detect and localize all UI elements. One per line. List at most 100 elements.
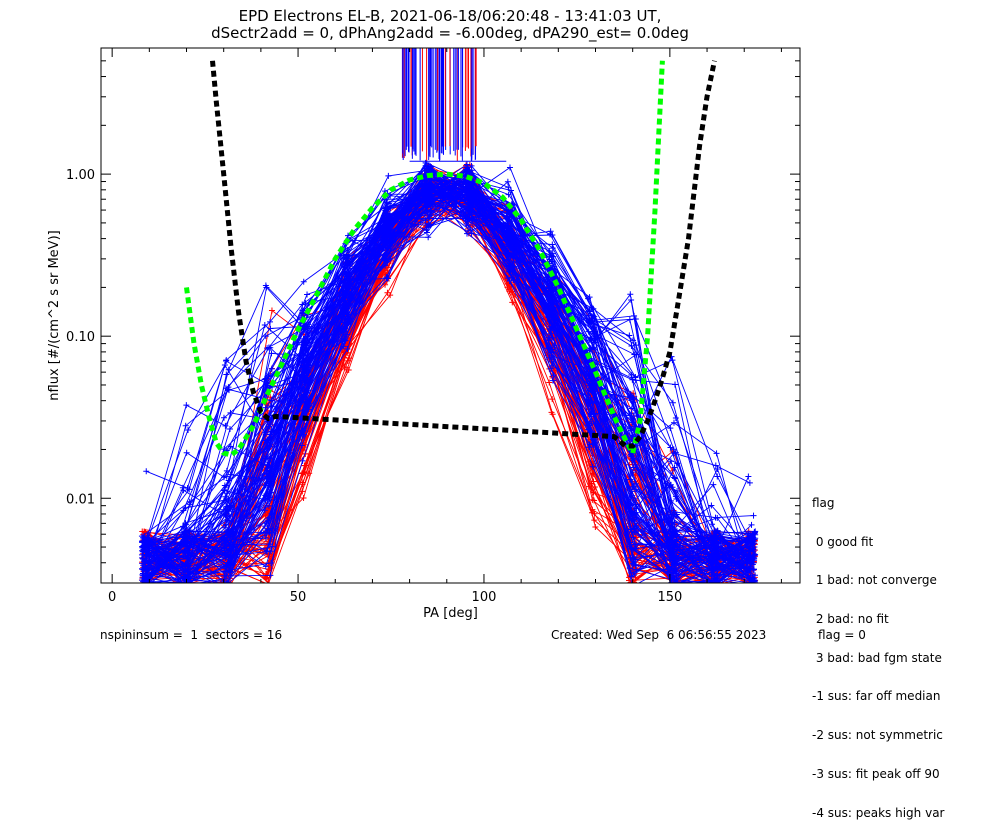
point-blue bbox=[504, 178, 511, 185]
point-blue bbox=[713, 564, 720, 571]
point-blue bbox=[628, 508, 635, 515]
point-blue bbox=[266, 514, 273, 521]
point-blue bbox=[628, 526, 635, 533]
point-blue bbox=[141, 544, 148, 551]
point-red bbox=[387, 292, 394, 299]
point-blue bbox=[427, 201, 434, 208]
point-blue bbox=[266, 490, 273, 497]
point-blue bbox=[267, 421, 274, 428]
point-blue bbox=[586, 312, 593, 319]
point-blue bbox=[464, 217, 471, 224]
point-blue bbox=[588, 418, 595, 425]
point-blue bbox=[586, 317, 593, 324]
flag-legend: flag 0 good fit 1 bad: not converge 2 ba… bbox=[812, 471, 944, 832]
point-blue bbox=[222, 524, 229, 531]
x-tick-label: 150 bbox=[657, 590, 682, 605]
point-blue bbox=[673, 496, 680, 503]
fit-curve-green bbox=[184, 60, 665, 461]
point-red bbox=[506, 288, 513, 295]
point-blue bbox=[632, 373, 639, 380]
point-blue bbox=[465, 222, 472, 229]
point-red bbox=[713, 582, 715, 583]
point-blue bbox=[749, 534, 756, 541]
curve-blue bbox=[148, 181, 754, 583]
point-blue bbox=[708, 554, 715, 561]
point-blue bbox=[339, 278, 346, 285]
legend-item-6: -3 sus: fit peak off 90 bbox=[812, 766, 940, 781]
point-blue bbox=[710, 559, 717, 566]
point-blue bbox=[299, 310, 306, 317]
point-blue bbox=[223, 371, 230, 378]
point-blue bbox=[268, 548, 275, 555]
saturation-bars bbox=[401, 48, 507, 162]
point-blue bbox=[222, 554, 229, 561]
point-blue bbox=[505, 184, 512, 191]
point-blue bbox=[221, 584, 227, 590]
point-blue bbox=[467, 203, 474, 210]
point-blue bbox=[627, 291, 634, 298]
point-blue bbox=[711, 582, 713, 583]
footer-created: Created: Wed Sep 6 06:56:55 2023 bbox=[551, 628, 767, 642]
point-blue bbox=[510, 240, 517, 247]
point-red bbox=[749, 582, 751, 583]
point-blue bbox=[304, 291, 311, 298]
point-blue bbox=[385, 172, 392, 179]
point-blue bbox=[585, 444, 592, 451]
point-blue bbox=[221, 486, 228, 493]
point-blue bbox=[224, 582, 226, 583]
point-blue bbox=[299, 385, 306, 392]
point-blue bbox=[344, 254, 351, 261]
point-blue bbox=[630, 417, 637, 424]
point-blue bbox=[220, 414, 227, 421]
point-blue bbox=[425, 184, 432, 191]
point-blue bbox=[669, 484, 676, 491]
point-blue bbox=[264, 467, 271, 474]
point-blue bbox=[222, 521, 229, 528]
point-blue bbox=[548, 365, 555, 372]
point-blue bbox=[713, 576, 720, 583]
point-blue bbox=[751, 529, 758, 536]
point-blue bbox=[673, 578, 680, 583]
legend-item-4: -1 sus: far off median bbox=[812, 689, 941, 704]
point-blue bbox=[386, 241, 393, 248]
point-blue bbox=[589, 315, 596, 322]
point-blue bbox=[184, 560, 191, 567]
point-blue bbox=[585, 400, 592, 407]
point-blue bbox=[384, 275, 391, 282]
point-blue bbox=[263, 380, 270, 387]
point-blue bbox=[551, 342, 558, 349]
point-red bbox=[751, 584, 757, 590]
point-blue bbox=[632, 501, 639, 508]
point-blue bbox=[717, 581, 719, 583]
fit-curve-black bbox=[210, 60, 717, 449]
point-blue bbox=[261, 523, 268, 530]
curve-blue bbox=[146, 179, 754, 581]
point-blue bbox=[545, 285, 552, 292]
point-blue bbox=[590, 399, 597, 406]
point-blue bbox=[670, 532, 677, 539]
point-blue bbox=[186, 498, 193, 505]
legend-item-2: 2 bad: no fit bbox=[812, 611, 889, 626]
point-blue bbox=[226, 513, 233, 520]
point-blue bbox=[345, 277, 352, 284]
point-blue bbox=[463, 161, 470, 168]
point-blue bbox=[505, 262, 512, 269]
point-red bbox=[268, 307, 275, 314]
point-blue bbox=[506, 277, 513, 284]
point-blue bbox=[626, 316, 633, 323]
point-blue bbox=[508, 213, 515, 220]
point-blue bbox=[141, 533, 148, 540]
x-axis-label: PA [deg] bbox=[423, 606, 478, 621]
point-red bbox=[548, 409, 555, 416]
point-blue bbox=[268, 560, 275, 567]
point-blue bbox=[139, 554, 146, 561]
y-tick-label: 0.01 bbox=[66, 492, 95, 507]
point-blue bbox=[672, 567, 679, 574]
point-blue bbox=[714, 466, 721, 473]
point-red bbox=[341, 364, 348, 371]
point-blue bbox=[223, 473, 230, 480]
point-blue bbox=[630, 534, 637, 541]
point-blue bbox=[713, 547, 720, 554]
point-blue bbox=[589, 463, 596, 470]
point-blue bbox=[380, 255, 387, 262]
